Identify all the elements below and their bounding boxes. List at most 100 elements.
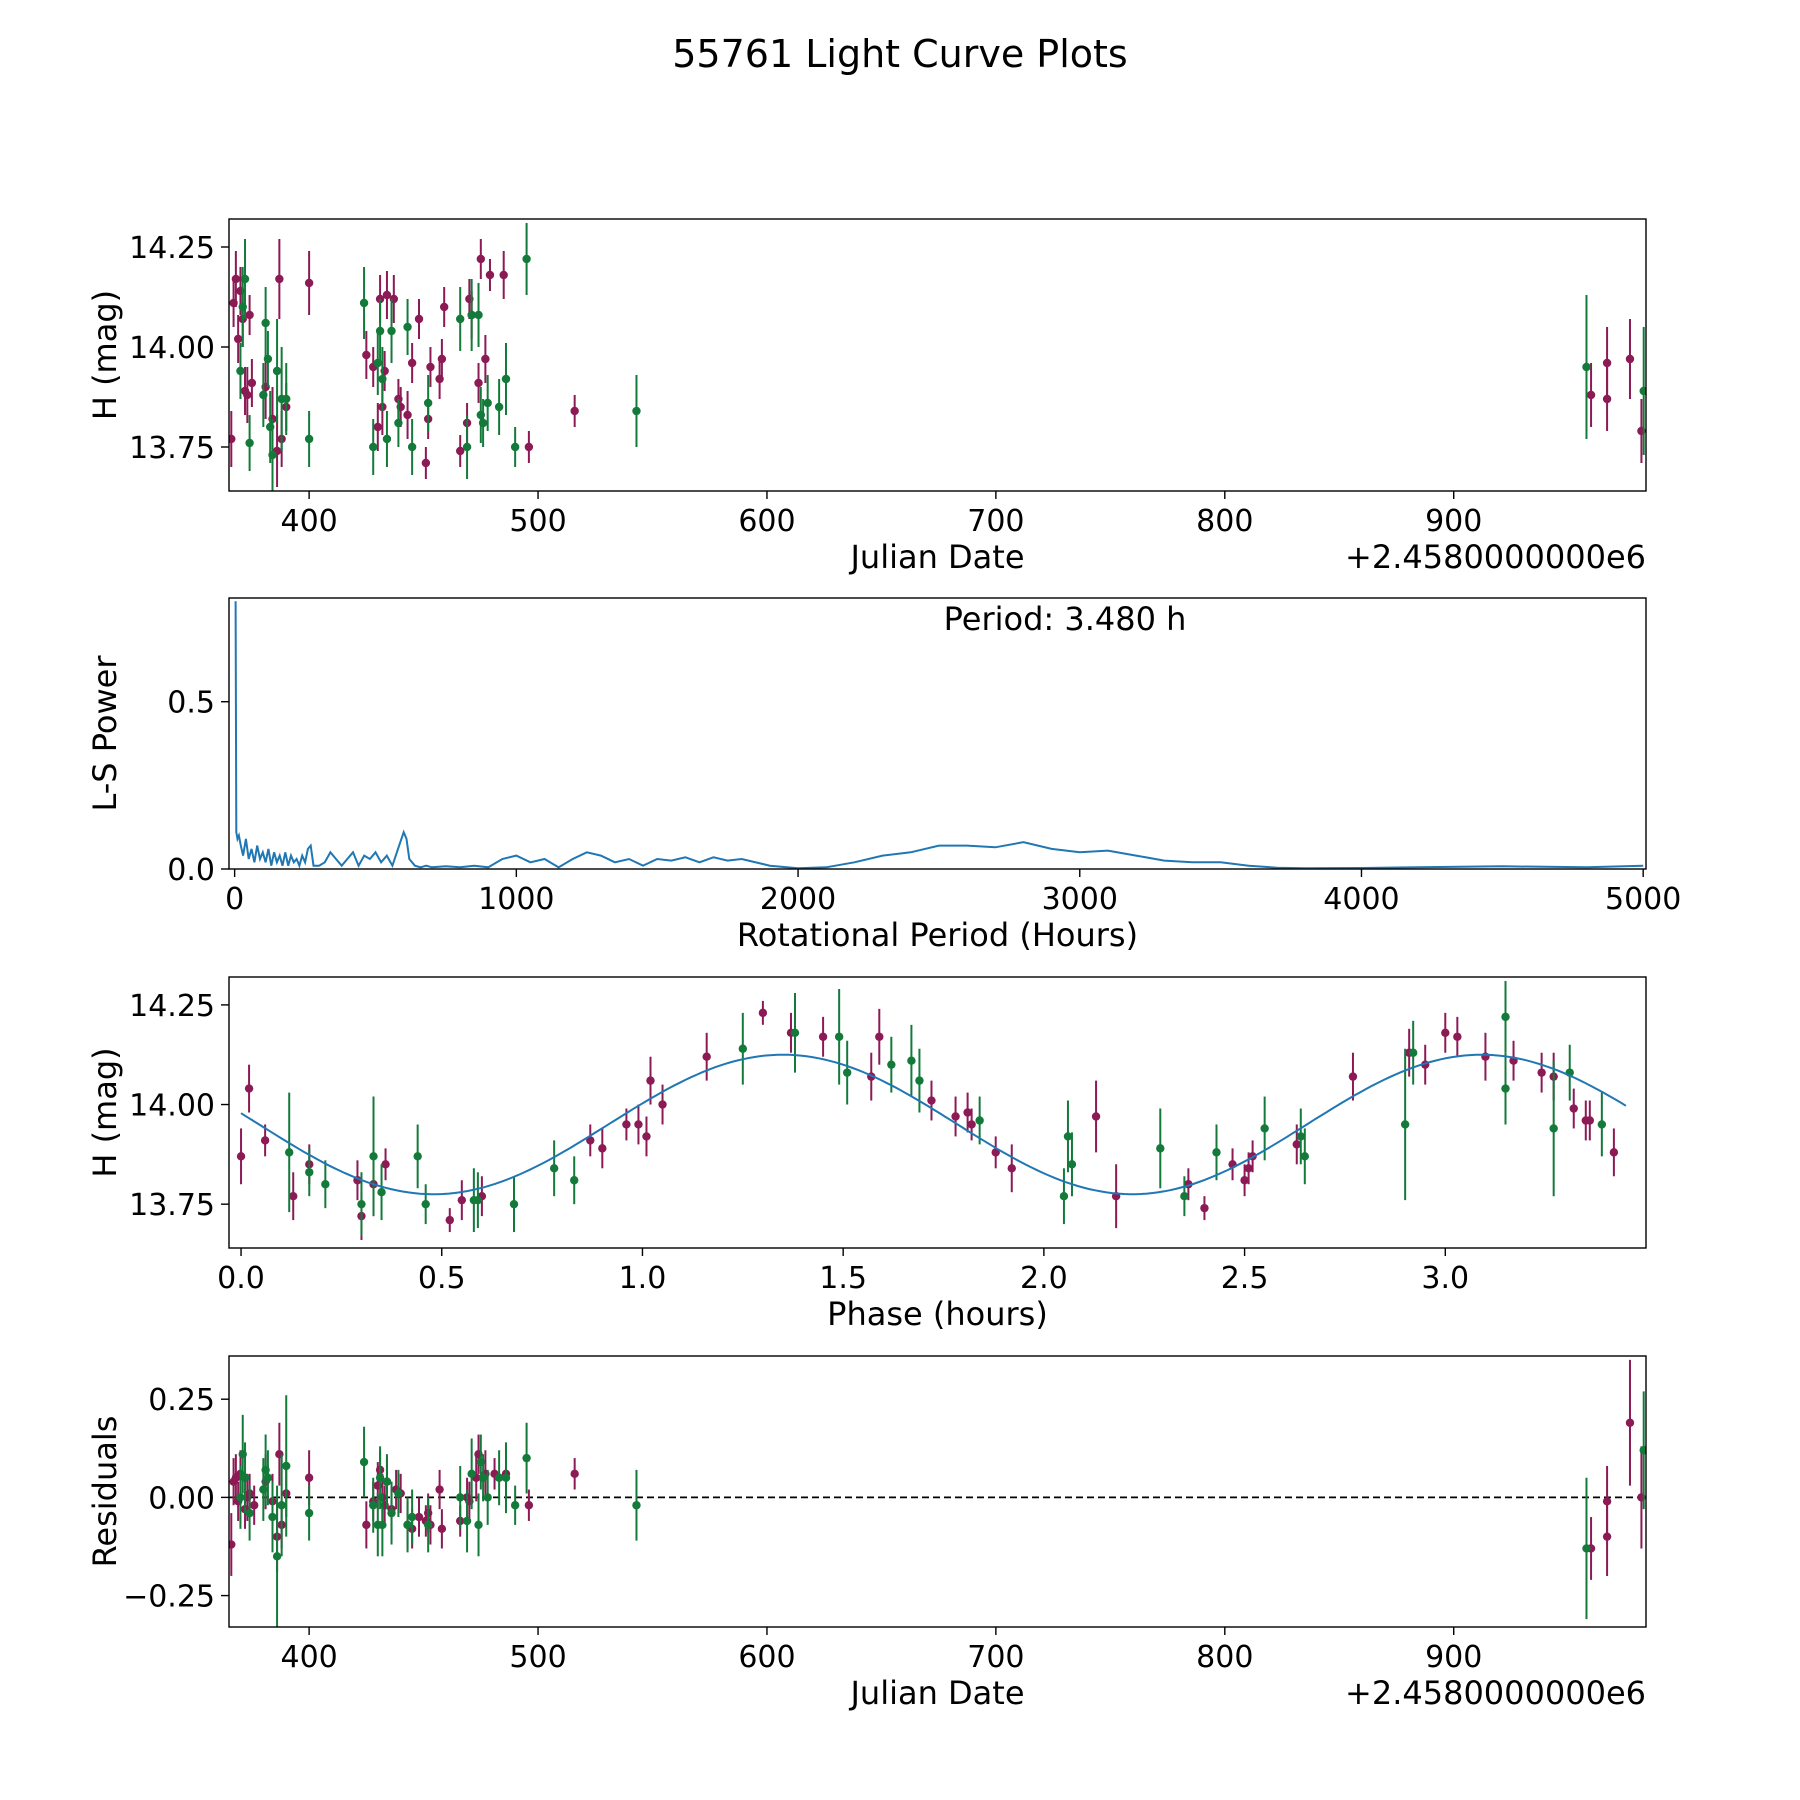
data-point-r xyxy=(244,1084,254,1093)
data-point-g xyxy=(1639,1446,1646,1455)
data-point-r xyxy=(1586,390,1596,400)
data-point-r xyxy=(407,358,417,368)
x-tick-label: 3.0 xyxy=(1421,1261,1469,1296)
y-tick-label: 14.00 xyxy=(129,331,215,366)
data-point-g xyxy=(510,442,520,452)
data-point-r xyxy=(702,1052,711,1061)
data-point-r xyxy=(382,290,392,300)
data-point-g xyxy=(378,374,387,384)
data-point-r xyxy=(457,1195,467,1205)
data-point-g xyxy=(359,1457,369,1467)
y-axis-label: L-S Power xyxy=(86,655,124,812)
data-point-g xyxy=(1582,1544,1591,1553)
data-point-r xyxy=(421,458,431,468)
x-tick-label: 0.5 xyxy=(418,1261,466,1296)
data-point-r xyxy=(362,1520,371,1530)
data-point-g xyxy=(474,310,483,320)
y-tick-label: 0.00 xyxy=(148,1481,215,1516)
data-point-g xyxy=(403,322,412,332)
data-point-g xyxy=(915,1076,924,1085)
x-tick-label: 800 xyxy=(1196,504,1253,539)
x-tick-label: 5000 xyxy=(1605,882,1681,917)
data-point-g xyxy=(1260,1124,1269,1133)
data-point-g xyxy=(462,442,472,452)
data-point-g xyxy=(272,1552,282,1561)
data-point-g xyxy=(236,1493,245,1502)
data-point-r xyxy=(426,362,435,372)
data-point-r xyxy=(229,434,236,444)
data-point-g xyxy=(268,1512,277,1522)
data-point-g xyxy=(549,1164,559,1173)
x-tick-label: 1.0 xyxy=(619,1261,667,1296)
data-point-r xyxy=(231,274,241,284)
data-point-r xyxy=(456,446,465,456)
data-point-r xyxy=(524,442,534,452)
data-point-r xyxy=(437,354,447,364)
data-point-r xyxy=(642,1132,651,1141)
data-point-g xyxy=(474,1520,483,1530)
data-point-g xyxy=(407,1512,417,1522)
subplot-3: 0.0 0.5 1.0 1.5 2.0 2.5 3.0 13.75 14.00 14.25 Phas… xyxy=(86,976,1647,1333)
data-point-g xyxy=(407,442,417,452)
data-point-g xyxy=(369,442,378,452)
x-offset-label: +2.4580000000e6 xyxy=(1345,538,1646,576)
data-point-r xyxy=(499,270,508,280)
x-tick-label: 500 xyxy=(509,1640,566,1675)
data-point-g xyxy=(483,1493,492,1502)
data-point-r xyxy=(1537,1068,1546,1077)
data-point-g xyxy=(1639,386,1646,396)
data-point-r xyxy=(1602,1532,1612,1541)
data-point-g xyxy=(357,1199,366,1209)
data-point-g xyxy=(375,1473,385,1482)
data-point-g xyxy=(304,434,314,444)
data-point-r xyxy=(362,350,371,360)
subplot-2: 0 1000 2000 3000 4000 5000 0.0 0.5 Rotational Pe… xyxy=(86,597,1681,954)
data-point-r xyxy=(1625,354,1635,364)
axes-frame xyxy=(228,597,1647,870)
data-point-r xyxy=(570,1469,579,1479)
data-point-g xyxy=(387,326,396,336)
data-point-r xyxy=(524,1501,534,1510)
x-axis-label: Julian Date xyxy=(848,1674,1024,1712)
data-point-r xyxy=(1007,1164,1016,1173)
data-point-r xyxy=(1625,1418,1635,1427)
data-point-r xyxy=(260,1136,270,1145)
data-point-g xyxy=(369,1501,378,1510)
axes-frame xyxy=(228,976,1647,1249)
data-point-r xyxy=(1240,1176,1249,1185)
x-tick-label: 400 xyxy=(280,504,337,539)
data-point-g xyxy=(494,402,504,412)
data-point-r xyxy=(304,278,314,288)
data-point-g xyxy=(1300,1152,1309,1161)
x-axis-label: Phase (hours) xyxy=(827,1295,1048,1333)
data-point-g xyxy=(421,1199,430,1209)
data-point-g xyxy=(632,1501,641,1510)
data-point-r xyxy=(275,274,284,284)
x-tick-label: 1.5 xyxy=(819,1261,867,1296)
x-tick-label: 900 xyxy=(1425,504,1482,539)
x-tick-label: 900 xyxy=(1425,1640,1482,1675)
data-point-g xyxy=(790,1028,800,1037)
data-point-r xyxy=(951,1112,960,1121)
data-point-g xyxy=(522,254,531,264)
data-point-g xyxy=(1212,1148,1221,1157)
fit-curve xyxy=(240,1053,1627,1196)
data-point-g xyxy=(456,314,465,324)
data-point-g xyxy=(483,398,492,408)
x-axis-label: Julian Date xyxy=(848,538,1024,576)
data-point-r xyxy=(476,254,486,264)
data-point-r xyxy=(233,334,243,344)
data-point-g xyxy=(259,390,268,400)
y-tick-label: 14.25 xyxy=(129,989,215,1024)
data-point-g xyxy=(1063,1132,1073,1141)
data-point-r xyxy=(598,1144,607,1153)
data-point-g xyxy=(501,1473,511,1482)
data-point-g xyxy=(423,398,433,408)
y-axis-label: Residuals xyxy=(86,1416,124,1568)
data-point-g xyxy=(1180,1191,1189,1201)
data-point-g xyxy=(478,1473,488,1482)
subplot-1: 400 500 600 700 800 900 13.75 14.00 14.25 Julian … xyxy=(86,218,1647,576)
axes-frame xyxy=(228,218,1647,492)
x-tick-label: 600 xyxy=(738,1640,795,1675)
data-point-g xyxy=(378,1520,387,1530)
